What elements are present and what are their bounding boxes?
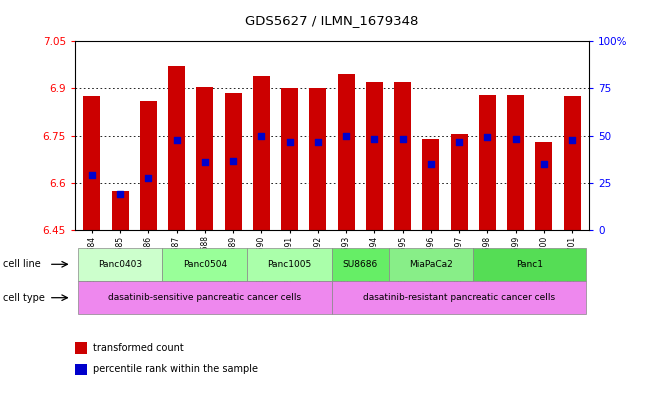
Bar [140,101,157,230]
Point [454,139,464,145]
Text: Panc0403: Panc0403 [98,260,142,269]
Bar [564,96,581,230]
Point [256,132,266,139]
Point [426,161,436,167]
Text: cell line: cell line [3,259,41,269]
Point [398,136,408,142]
Bar [225,93,242,230]
Bar [536,142,553,230]
Point [369,136,380,142]
Point [115,191,125,197]
Point [312,139,323,145]
Point [200,159,210,165]
Point [482,134,493,140]
Text: percentile rank within the sample: percentile rank within the sample [93,364,258,375]
Text: dasatinib-sensitive pancreatic cancer cells: dasatinib-sensitive pancreatic cancer ce… [108,293,301,302]
Bar [309,88,326,230]
Point [539,161,549,167]
Bar [281,88,298,230]
Bar [338,74,355,230]
Bar [253,76,270,230]
Bar [507,95,524,230]
Point [87,172,97,178]
Text: GDS5627 / ILMN_1679348: GDS5627 / ILMN_1679348 [245,14,419,27]
Point [510,136,521,142]
Bar [366,82,383,230]
Bar [83,96,100,230]
Text: MiaPaCa2: MiaPaCa2 [409,260,453,269]
Point [228,158,238,164]
Bar [394,82,411,230]
Text: SU8686: SU8686 [342,260,378,269]
Bar [111,191,128,230]
Text: Panc1: Panc1 [516,260,544,269]
Text: cell type: cell type [3,293,45,303]
Text: transformed count: transformed count [93,343,184,353]
Bar [422,139,439,230]
Point [171,137,182,143]
Point [341,132,352,139]
Bar [450,134,467,230]
Bar [197,87,214,230]
Bar [479,95,496,230]
Point [284,139,295,145]
Text: Panc1005: Panc1005 [268,260,312,269]
Text: Panc0504: Panc0504 [183,260,227,269]
Point [143,175,154,181]
Text: dasatinib-resistant pancreatic cancer cells: dasatinib-resistant pancreatic cancer ce… [363,293,555,302]
Point [567,137,577,143]
Bar [168,66,185,230]
